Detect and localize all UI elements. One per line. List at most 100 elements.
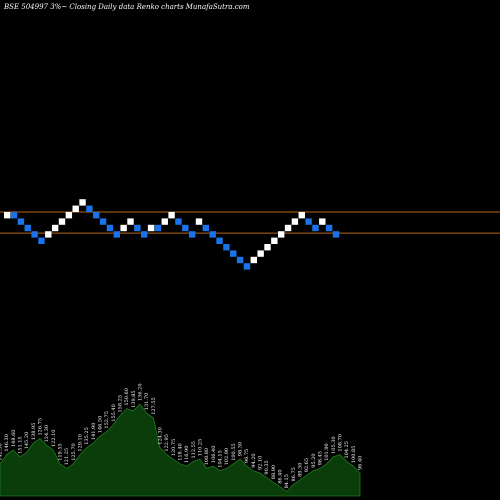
volume-label: 100.55: [231, 443, 237, 461]
renko-brick: [236, 256, 244, 264]
renko-brick: [24, 224, 31, 232]
volume-label: 124.30: [158, 427, 164, 445]
volume-label: 92.65: [304, 458, 310, 472]
volume-label: 129.10: [78, 434, 84, 452]
volume-label: 105.30: [331, 436, 337, 454]
renko-brick: [51, 224, 59, 232]
volume-label: 139.85: [131, 390, 137, 408]
volume-label: 150.60: [124, 388, 130, 406]
renko-brick: [93, 212, 100, 219]
volume-label: 122.10: [51, 430, 57, 448]
renko-brick: [127, 218, 134, 225]
volume-label: 124.30: [44, 425, 50, 443]
renko-bricks: [4, 199, 340, 270]
renko-brick: [17, 218, 25, 225]
volume-label: 116.90: [184, 446, 190, 464]
volume-label: 89.30: [298, 463, 304, 477]
renko-brick: [264, 244, 271, 251]
renko-brick: [202, 224, 210, 232]
renko-brick: [278, 231, 285, 238]
volume-label: 127.55: [151, 397, 157, 415]
volume-label: 138.95: [31, 423, 37, 441]
volume-label: 122.95: [164, 434, 170, 452]
volume-label: 141.90: [91, 423, 97, 441]
renko-brick: [141, 231, 148, 238]
renko-brick: [257, 250, 264, 257]
volume-label: 98.45: [318, 451, 324, 465]
chart-title: BSE 504997 3%~ Closing Daily data Renko …: [3, 3, 250, 11]
volume-label: 112.55: [191, 441, 197, 459]
renko-brick: [168, 212, 175, 219]
volume-label: 98.30: [238, 442, 244, 456]
volume-label: 119.55: [58, 443, 64, 461]
volume-label: 110.25: [198, 439, 204, 457]
renko-brick: [271, 237, 278, 244]
volume-label: 102.90: [224, 448, 230, 466]
renko-brick: [188, 231, 196, 238]
volume-label: 100.85: [351, 446, 357, 464]
renko-brick: [243, 263, 251, 270]
volume-label: 158.25: [118, 395, 124, 413]
volume-label: 135.25: [84, 427, 90, 445]
volume-label: 146.50: [98, 416, 104, 434]
renko-brick: [154, 224, 162, 232]
renko-brick: [106, 224, 114, 232]
volume-label: 90.35: [264, 460, 270, 474]
volume-label: 120.75: [171, 439, 177, 457]
renko-brick: [120, 224, 127, 232]
renko-brick: [209, 231, 216, 238]
volume-label: 148.60: [11, 430, 17, 448]
volume-label: 108.70: [338, 434, 344, 452]
volume-label: 131.70: [144, 393, 150, 411]
renko-brick: [305, 218, 312, 225]
renko-brick: [113, 231, 120, 238]
volume-area-path: [0, 403, 361, 497]
volume-label: 88.90: [271, 465, 277, 479]
volume-label: 118.40: [178, 443, 184, 461]
renko-brick: [31, 231, 38, 238]
volume-label: 151.15: [18, 436, 24, 454]
renko-brick: [79, 199, 86, 206]
volume-label: 92.10: [258, 456, 264, 470]
renko-brick: [175, 218, 182, 225]
renko-brick: [10, 212, 18, 219]
renko-brick: [291, 218, 299, 225]
volume-label: 94.20: [251, 453, 257, 467]
renko-brick: [319, 218, 326, 225]
reference-lines: [0, 211, 500, 234]
renko-brick: [216, 237, 223, 244]
volume-label: 152.75: [104, 411, 110, 429]
renko-brick: [86, 205, 93, 212]
renko-brick: [4, 212, 11, 219]
renko-brick: [195, 218, 203, 225]
volume-area: [0, 403, 361, 497]
renko-brick: [72, 205, 79, 212]
volume-label: 121.25: [64, 448, 70, 466]
renko-brick: [38, 237, 45, 244]
volume-label: 104.15: [218, 450, 224, 468]
renko-brick: [325, 224, 333, 232]
renko-brick: [45, 231, 52, 238]
volume-label: 86.75: [291, 467, 297, 481]
volume-label: 155.40: [111, 404, 117, 422]
renko-brick: [250, 256, 257, 264]
renko-brick: [134, 224, 141, 232]
renko-brick: [312, 224, 319, 232]
volume-label: 95.20: [311, 453, 317, 467]
volume-label: 146.30: [4, 434, 10, 452]
renko-brick: [58, 218, 66, 225]
volume-label: 126.75: [38, 418, 44, 436]
volume-label: 142.50: [0, 443, 4, 461]
renko-brick: [147, 224, 155, 232]
renko-brick: [230, 250, 237, 257]
volume-label: 104.25: [344, 441, 350, 459]
volume-label: 108.80: [204, 448, 210, 466]
volume-label: 84.15: [284, 474, 290, 488]
volume-label: 96.75: [244, 449, 250, 463]
renko-brick: [182, 224, 189, 232]
renko-brick: [99, 218, 107, 225]
volume-label: 106.40: [211, 446, 217, 464]
